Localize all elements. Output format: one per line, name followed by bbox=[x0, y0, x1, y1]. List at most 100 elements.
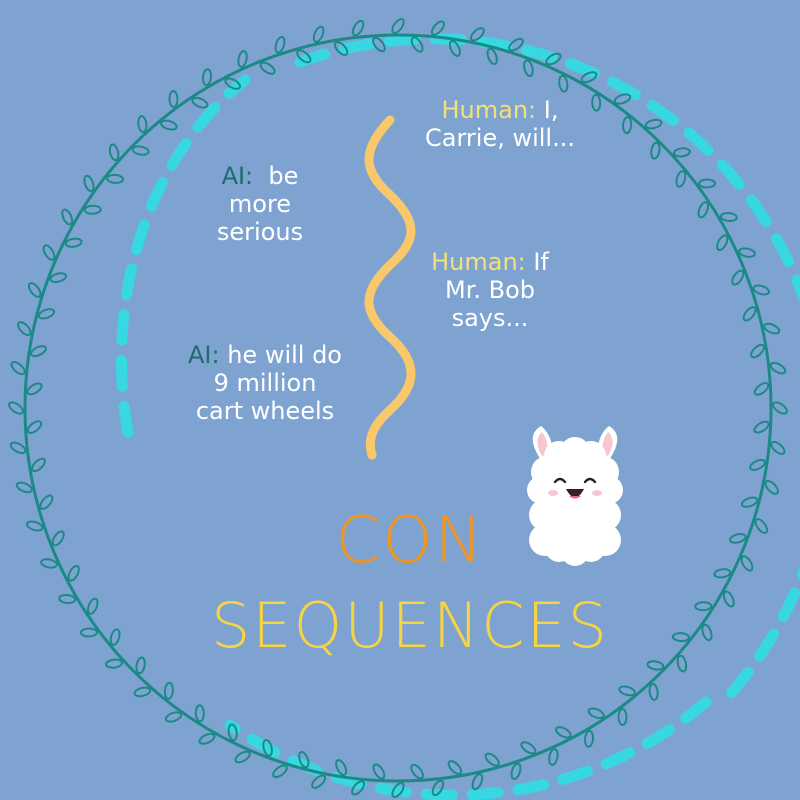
human-line-1-text-a: I, bbox=[536, 96, 559, 124]
vine-leaf bbox=[58, 593, 77, 605]
vine-leaf bbox=[731, 269, 745, 286]
vine-leaf bbox=[580, 71, 598, 84]
vine-leaf bbox=[548, 748, 559, 766]
vine-leaf bbox=[40, 558, 58, 569]
vine-leaf bbox=[742, 306, 757, 322]
vine-leaf bbox=[391, 782, 405, 798]
vine-leaf bbox=[753, 382, 770, 396]
vine-leaf bbox=[109, 628, 121, 646]
vine-leaf bbox=[335, 759, 348, 776]
vine-leaf bbox=[106, 173, 125, 184]
title-con: CON bbox=[335, 504, 485, 578]
vine-leaf bbox=[769, 361, 787, 375]
vine-leaf bbox=[672, 147, 691, 158]
vine-leaf bbox=[391, 18, 405, 34]
vine-leaf bbox=[17, 321, 32, 337]
human-line-2: Human: If Mr. Bob says... bbox=[400, 248, 580, 332]
vine-leaf bbox=[372, 763, 386, 780]
vine-leaf bbox=[772, 401, 788, 415]
vine-leaf bbox=[83, 204, 102, 215]
vine-leaf bbox=[448, 40, 461, 57]
dashed-ring-bottom-arc bbox=[224, 696, 712, 800]
vine-leaf bbox=[351, 19, 365, 37]
ai-line-1: AI: be more serious bbox=[180, 162, 340, 246]
vine-leaf bbox=[26, 382, 43, 396]
vine-leaf bbox=[722, 590, 735, 608]
vine-leaf bbox=[523, 59, 534, 78]
vine-leaf bbox=[587, 707, 605, 720]
human-line-1-text-b: Carrie, will... bbox=[425, 124, 575, 152]
llama-icon bbox=[527, 426, 623, 566]
vine-leaf bbox=[274, 35, 286, 54]
title-sequences: SEQUENCES bbox=[210, 589, 610, 662]
vine-leaf bbox=[447, 760, 463, 775]
vine-leaf bbox=[613, 93, 632, 105]
vine-leaf bbox=[61, 208, 74, 226]
vine-leaf bbox=[650, 141, 661, 160]
vine-leaf bbox=[39, 494, 54, 510]
vine-leaf bbox=[410, 36, 424, 53]
vine-leaf bbox=[296, 49, 312, 64]
human-line-2-text-c: says... bbox=[451, 304, 529, 332]
vine-leaf bbox=[545, 52, 562, 66]
vine-leaf bbox=[227, 723, 238, 742]
vine-leaf bbox=[37, 308, 56, 320]
vine-leaf bbox=[42, 244, 56, 261]
vine-leaf bbox=[333, 41, 349, 56]
vine-leaf bbox=[486, 47, 498, 66]
vine-leaf bbox=[410, 763, 424, 780]
vine-leaf bbox=[272, 764, 288, 779]
vine-leaf bbox=[738, 247, 756, 258]
vine-leaf bbox=[753, 420, 770, 434]
ai-line-1-text-a: be bbox=[253, 162, 299, 190]
vine-leaf bbox=[31, 457, 46, 473]
vine-leaf bbox=[430, 20, 445, 36]
vine-leaf bbox=[311, 774, 327, 789]
vine-leaf bbox=[15, 481, 33, 494]
ai-line-2-first: AI: he will do bbox=[160, 341, 370, 369]
vine-leaf bbox=[234, 750, 251, 764]
vine-leaf bbox=[508, 37, 524, 52]
vine-leaf bbox=[728, 533, 747, 544]
vine-leaf bbox=[697, 201, 710, 219]
vine-leaf bbox=[764, 479, 779, 495]
vine-leaf bbox=[749, 458, 766, 471]
human-line-1: Human: I, Carrie, will... bbox=[380, 96, 620, 152]
vine-leaf bbox=[201, 68, 213, 87]
vine-leaf bbox=[431, 779, 445, 797]
ai-line-1-first: AI: be bbox=[180, 162, 340, 190]
vine-leaf bbox=[312, 25, 325, 43]
vine-leaf bbox=[298, 750, 310, 769]
dashed-ring-left-arc bbox=[115, 74, 251, 438]
ai-line-1-text-b: more bbox=[228, 190, 292, 218]
vine-leaf bbox=[27, 282, 42, 298]
vine-leaf bbox=[9, 441, 27, 455]
vine-leaf bbox=[484, 752, 500, 767]
vine-leaf bbox=[25, 520, 44, 532]
vine-leaf bbox=[86, 597, 99, 615]
vine-leaf bbox=[701, 623, 713, 642]
vine-leaf bbox=[671, 632, 690, 643]
vine-leaf bbox=[64, 237, 83, 248]
vine-leaf bbox=[164, 711, 183, 723]
vine-leaf bbox=[740, 555, 754, 572]
vine-leaf bbox=[583, 729, 595, 748]
vine-leaf bbox=[618, 685, 636, 697]
vine-leaf bbox=[469, 27, 485, 42]
vine-leaf bbox=[471, 773, 484, 791]
ai-line-1-text-c: serious bbox=[216, 218, 304, 246]
vine-leaf bbox=[80, 627, 98, 638]
vine-leaf bbox=[719, 211, 738, 223]
vine-leaf bbox=[520, 741, 537, 755]
vine-leaf bbox=[372, 36, 386, 53]
vine-leaf bbox=[163, 681, 174, 700]
vine-leaf bbox=[49, 272, 68, 283]
vine-leaf bbox=[646, 660, 665, 671]
vine-leaf bbox=[30, 345, 47, 358]
vine-leaf bbox=[168, 90, 179, 108]
vine-leaf bbox=[135, 656, 146, 675]
vine-leaf bbox=[67, 564, 80, 582]
vine-leaf bbox=[510, 762, 522, 781]
ai-speaker-label: AI: bbox=[221, 162, 254, 190]
